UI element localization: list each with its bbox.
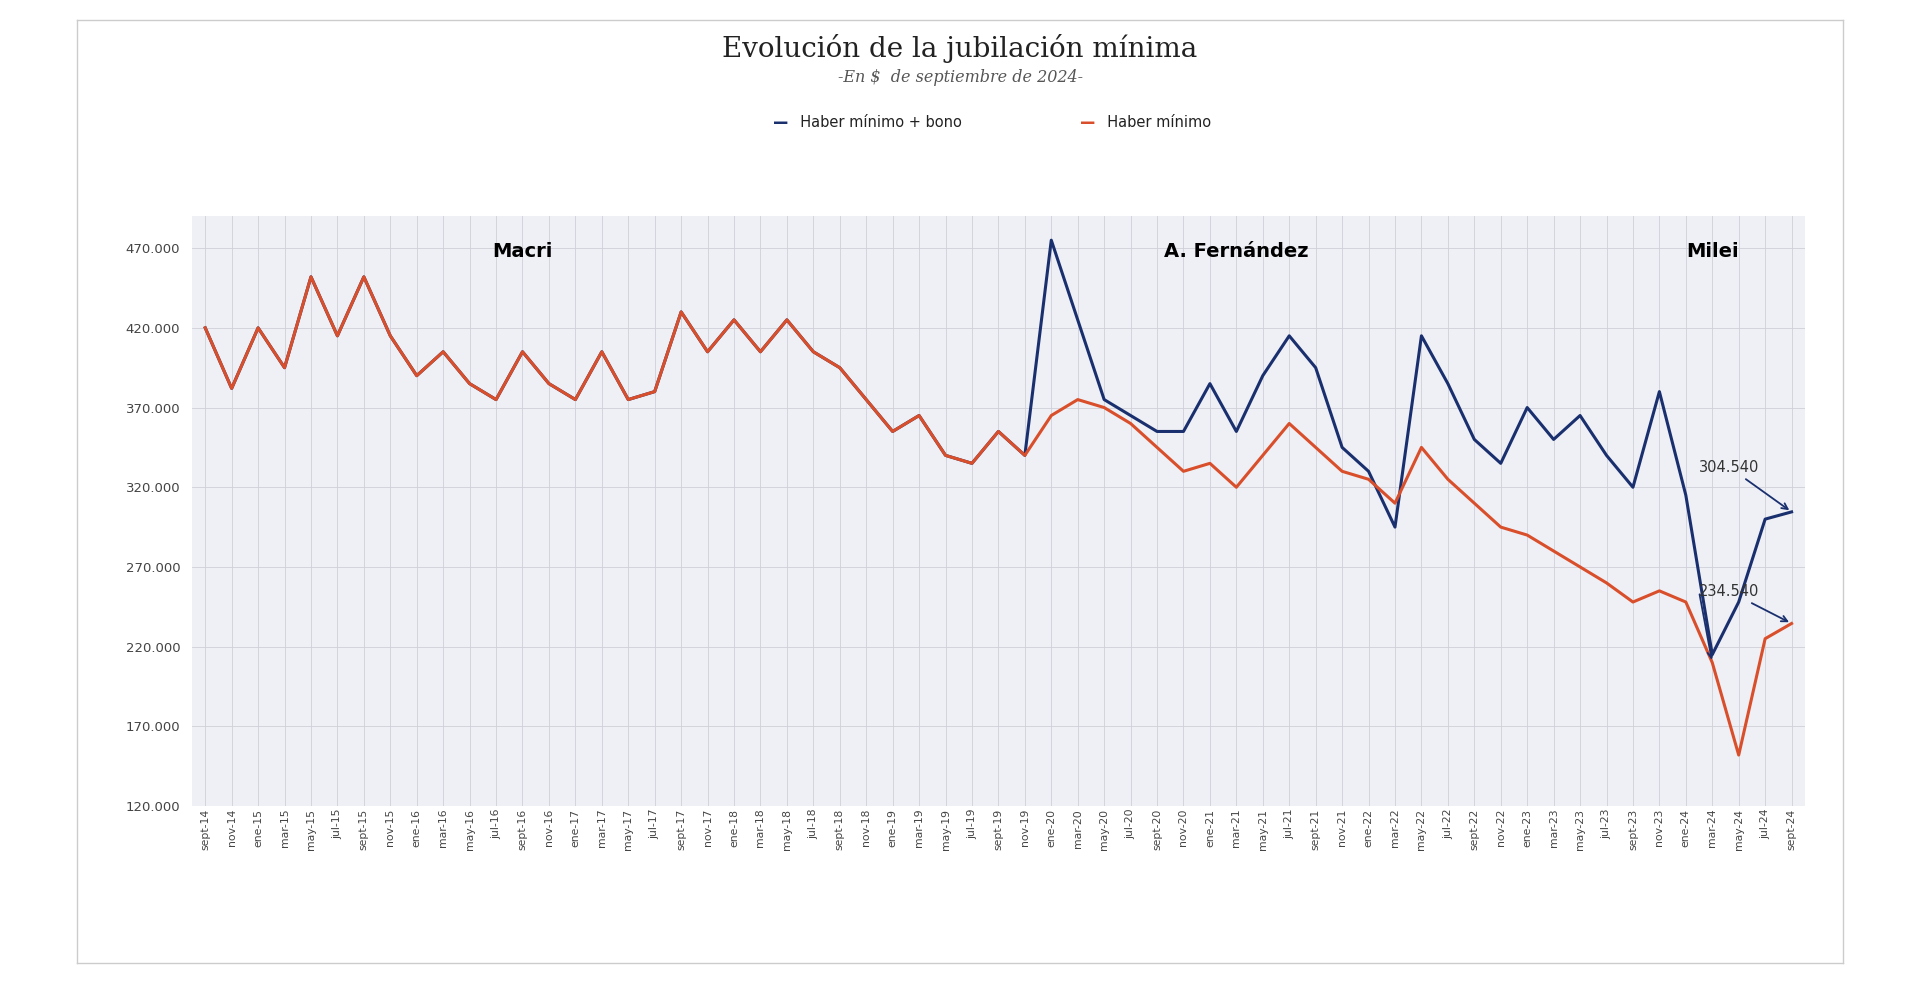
Text: Haber mínimo: Haber mínimo xyxy=(1098,115,1212,131)
Text: 304.540: 304.540 xyxy=(1699,460,1788,509)
Text: A. Fernández: A. Fernández xyxy=(1164,242,1309,260)
Text: 234.540: 234.540 xyxy=(1699,584,1788,621)
Text: —: — xyxy=(774,113,787,133)
Text: Evolución de la jubilación mínima: Evolución de la jubilación mínima xyxy=(722,34,1198,64)
Text: -En $  de septiembre de 2024-: -En $ de septiembre de 2024- xyxy=(837,69,1083,86)
Text: Macri: Macri xyxy=(492,242,553,260)
Text: —: — xyxy=(1081,113,1094,133)
Text: Milei: Milei xyxy=(1686,242,1740,260)
Text: Haber mínimo + bono: Haber mínimo + bono xyxy=(791,115,962,131)
